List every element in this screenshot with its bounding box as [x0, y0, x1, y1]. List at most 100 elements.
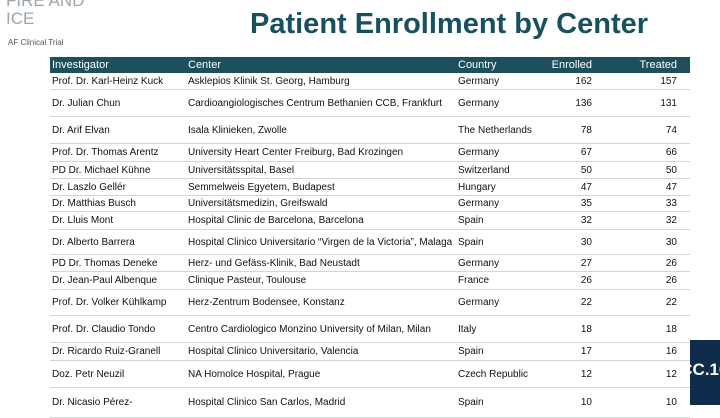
- cell: Spain: [458, 236, 484, 248]
- cell: 47: [665, 181, 677, 193]
- cell: Herz-Zentrum Bodensee, Konstanz: [188, 297, 345, 308]
- cell: 162: [575, 75, 592, 87]
- table-row: Doz. Petr Neuzil NA Homolce Hospital, Pra…: [50, 361, 690, 388]
- table-row: Prof. Dr. Karl-Heinz Kuck Asklepios Klini…: [50, 73, 690, 90]
- cell: Prof. Dr. Claudio Tondo: [52, 323, 156, 335]
- cell: Dr. Jean-Paul Albenque: [52, 275, 158, 286]
- cell: Treated: [639, 58, 677, 71]
- cell: Dr. Julian Chun: [52, 97, 121, 109]
- cell: Hospital Clinico San Carlos, Madrid: [188, 397, 346, 408]
- table-row: Prof. Dr. Thomas Arentz University Heart …: [50, 144, 690, 162]
- cell: Spain: [458, 397, 484, 408]
- cell: Cardioangiologisches Centrum Bethanien C…: [188, 97, 443, 109]
- cell: Hospital Clinic de Barcelona, Barcelona: [188, 215, 364, 226]
- cell: Country: [458, 58, 497, 71]
- table-row: Dr. Ricardo Ruiz-Granell Hospital Clinico…: [50, 343, 690, 361]
- table-row: Dr. Alberto Barrera Hospital Clinico Univ…: [50, 230, 690, 255]
- cell: Center: [188, 58, 222, 71]
- cell: Germany: [458, 147, 500, 158]
- cell: Prof. Dr. Karl-Heinz Kuck: [52, 75, 164, 87]
- cell: Italy: [458, 323, 477, 335]
- cell: Enrolled: [551, 58, 592, 71]
- cell: 30: [665, 236, 677, 248]
- title: Patient Enrollment by Center: [250, 8, 649, 40]
- cell: Prof. Dr. Volker Kühlkamp: [52, 297, 167, 308]
- cell: 12: [580, 368, 592, 380]
- cell: Dr. Alberto Barrera: [52, 236, 135, 248]
- cell: France: [458, 275, 490, 286]
- table-row: PD Dr. Thomas Deneke Herz- und Gefäss-Kli…: [50, 255, 690, 272]
- cell: 17: [580, 346, 592, 357]
- cell: 157: [660, 75, 677, 87]
- table-row: Dr. Julian Chun Cardioangiologisches Cent…: [50, 90, 690, 117]
- cell: 22: [580, 297, 592, 308]
- cell: 26: [580, 275, 592, 286]
- table-row: Dr. Lluis Mont Hospital Clinic de Barcelo…: [50, 212, 690, 230]
- cell: Germany: [458, 297, 500, 308]
- cell: Germany: [458, 198, 500, 209]
- table-row: Dr. Jean-Paul Albenque Clinique Pasteur, …: [50, 272, 690, 290]
- cell: Dr. Matthias Busch: [52, 198, 136, 209]
- cell: Isala Klinieken, Zwolle: [188, 124, 287, 136]
- subtitle: AF Clinical Trial: [8, 38, 64, 47]
- brand: FIRE AND ICE: [6, 0, 85, 28]
- cell: 66: [665, 147, 677, 158]
- cell: 10: [580, 397, 592, 408]
- cell: 74: [665, 124, 677, 136]
- cell: Centro Cardiologico Monzino University o…: [188, 323, 431, 335]
- table-row: Dr. Matthias Busch Universitätsmedizin, G…: [50, 196, 690, 212]
- slide: FIRE AND ICE AF Clinical Trial Patient E…: [6, 0, 720, 418]
- cell: 131: [660, 97, 677, 109]
- cell: 18: [580, 323, 592, 335]
- cell: Hospital Clinico Universitario “Virgen d…: [188, 236, 453, 248]
- cell: Czech Republic: [458, 368, 529, 380]
- cell: Semmelweis Egyetem, Budapest: [188, 181, 335, 193]
- cell: 30: [580, 236, 592, 248]
- cell: 32: [665, 215, 677, 226]
- cell: 18: [665, 323, 677, 335]
- cell: Dr. Ricardo Ruiz-Granell: [52, 346, 161, 357]
- table-row: Prof. Dr. Volker Kühlkamp Herz-Zentrum Bo…: [50, 290, 690, 316]
- cell: Doz. Petr Neuzil: [52, 368, 125, 380]
- cell: Herz- und Gefäss-Klinik, Bad Neustadt: [188, 257, 360, 269]
- cell: 26: [665, 257, 677, 269]
- cell: 67: [580, 147, 592, 158]
- cell: Dr. Lluis Mont: [52, 215, 114, 226]
- header-row: Investigator Center Country Enrolled Treated: [50, 57, 690, 73]
- cell: Asklepios Klinik St. Georg, Hamburg: [188, 75, 350, 87]
- table-row: Dr. Arif Elvan Isala Klinieken, Zwolle The…: [50, 117, 690, 144]
- cell: 47: [580, 181, 592, 193]
- logo: ACC.16: [690, 340, 720, 405]
- table-row: Prof. Dr. Claudio Tondo Centro Cardiologi…: [50, 316, 690, 343]
- cell: 16: [665, 346, 677, 357]
- cell: Prof. Dr. Thomas Arentz: [52, 147, 159, 158]
- cell: 35: [580, 198, 592, 209]
- cell: 78: [580, 124, 592, 136]
- cell: University Heart Center Freiburg, Bad Kr…: [188, 147, 404, 158]
- cell: Universitätsspital, Basel: [188, 164, 295, 176]
- cell: 136: [575, 97, 592, 109]
- cell: Germany: [458, 97, 500, 109]
- table-row: Dr. Nicasio Pérez- Hospital Clinico San C…: [50, 388, 690, 418]
- cell: Hungary: [458, 181, 496, 193]
- cell: Investigator: [52, 58, 109, 71]
- cell: PD Dr. Thomas Deneke: [52, 257, 158, 269]
- cell: 27: [580, 257, 592, 269]
- cell: Switzerland: [458, 164, 510, 176]
- cell: 22: [665, 297, 677, 308]
- cell: 50: [580, 164, 592, 176]
- table-row: Dr. Laszlo Gellér Semmelweis Egyetem, Bud…: [50, 179, 690, 196]
- cell: Universitätsmedizin, Greifswald: [188, 198, 328, 209]
- cell: 12: [665, 368, 677, 380]
- table-row: PD Dr. Michael Kühne Universitätsspital, …: [50, 162, 690, 179]
- cell: PD Dr. Michael Kühne: [52, 164, 151, 176]
- cell: 26: [665, 275, 677, 286]
- cell: 50: [665, 164, 677, 176]
- logo-text: ACC.16: [690, 360, 720, 379]
- cell: Germany: [458, 75, 500, 87]
- cell: 10: [665, 397, 677, 408]
- cell: Germany: [458, 257, 500, 269]
- cell: Dr. Laszlo Gellér: [52, 181, 126, 193]
- cell: NA Homolce Hospital, Prague: [188, 368, 321, 380]
- cell: Dr. Nicasio Pérez-: [52, 397, 133, 408]
